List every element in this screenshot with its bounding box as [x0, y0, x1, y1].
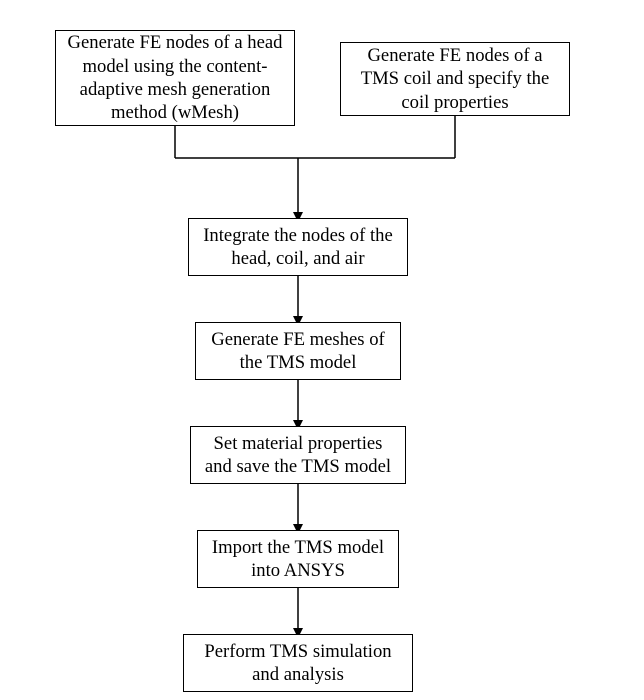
node-label: Generate FE nodes of a TMS coil and spec… — [351, 44, 559, 114]
node-material: Set material properties and save the TMS… — [190, 426, 406, 484]
flowchart-canvas: Generate FE nodes of a head model using … — [0, 0, 644, 700]
node-label: Set material properties and save the TMS… — [201, 432, 395, 479]
node-label: Integrate the nodes of the head, coil, a… — [199, 224, 397, 271]
node-label: Generate FE meshes of the TMS model — [206, 328, 390, 375]
node-label: Perform TMS simulation and analysis — [194, 640, 402, 687]
node-label: Import the TMS model into ANSYS — [208, 536, 388, 583]
node-simulate: Perform TMS simulation and analysis — [183, 634, 413, 692]
node-coil: Generate FE nodes of a TMS coil and spec… — [340, 42, 570, 116]
node-label: Generate FE nodes of a head model using … — [66, 31, 284, 124]
node-import-ansys: Import the TMS model into ANSYS — [197, 530, 399, 588]
node-head-model: Generate FE nodes of a head model using … — [55, 30, 295, 126]
node-integrate: Integrate the nodes of the head, coil, a… — [188, 218, 408, 276]
node-meshes: Generate FE meshes of the TMS model — [195, 322, 401, 380]
